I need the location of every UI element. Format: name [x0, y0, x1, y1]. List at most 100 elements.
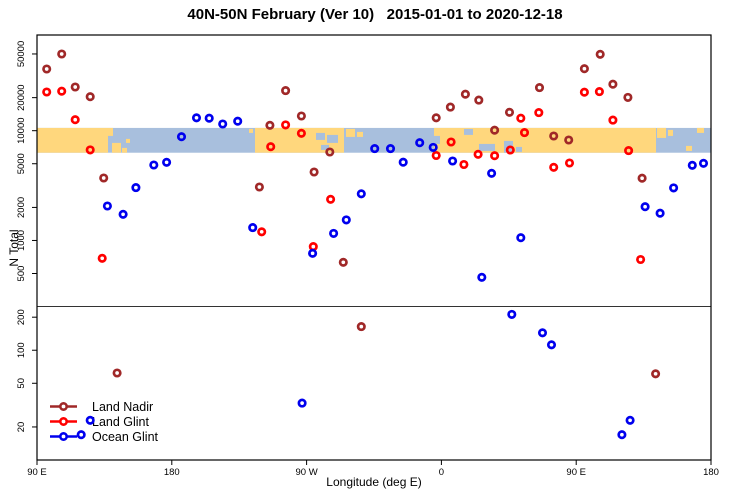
data-point-land-nadir: [70, 82, 80, 92]
map-band-land: [697, 127, 704, 133]
x-axis-label: Longitude (deg E): [326, 475, 422, 489]
data-point-ocean-glint: [698, 158, 709, 168]
data-point-ocean-glint: [448, 156, 458, 166]
data-point-land-nadir: [637, 173, 647, 183]
data-point-ocean-glint: [218, 119, 228, 129]
data-point-land-nadir: [651, 369, 661, 379]
map-band-land: [112, 142, 121, 153]
y-axis-label: N Total: [7, 229, 21, 267]
data-point-land-glint: [594, 87, 604, 97]
data-point-ocean-glint: [102, 201, 112, 211]
y-tick-label: 200: [16, 309, 27, 325]
chart-title: 40N-50N February (Ver 10) 2015-01-01 to …: [187, 6, 563, 23]
x-tick-label: 180: [703, 467, 719, 478]
data-point-land-nadir: [112, 368, 122, 378]
data-point-land-nadir: [595, 49, 605, 59]
data-point-ocean-glint: [85, 415, 95, 425]
data-point-land-glint: [516, 113, 526, 123]
data-point-land-nadir: [265, 120, 275, 130]
data-point-land-nadir: [85, 92, 95, 102]
data-point-ocean-glint: [191, 113, 202, 123]
data-point-land-glint: [579, 87, 589, 97]
map-band-lake: [316, 132, 325, 140]
data-point-ocean-glint: [507, 309, 517, 319]
data-point-land-glint: [564, 158, 575, 168]
data-point-land-nadir: [325, 147, 335, 157]
data-point-land-nadir: [309, 167, 319, 177]
y-tick-label: 20: [16, 422, 27, 433]
data-point-land-glint: [42, 87, 52, 97]
data-point-ocean-glint: [428, 142, 438, 152]
data-point-land-glint: [85, 145, 95, 155]
data-point-land-glint: [490, 151, 500, 161]
data-point-ocean-glint: [248, 223, 258, 233]
data-point-ocean-glint: [415, 138, 425, 148]
data-point-land-glint: [257, 227, 267, 237]
data-point-land-glint: [431, 150, 441, 161]
data-point-land-nadir: [42, 64, 52, 74]
data-point-ocean-glint: [617, 430, 627, 440]
data-point-land-glint: [636, 254, 646, 265]
map-band-land: [657, 127, 666, 138]
data-point-land-glint: [473, 149, 483, 159]
data-point-land-glint: [57, 86, 67, 96]
data-point-ocean-glint: [149, 160, 159, 170]
data-point-land-glint: [70, 115, 80, 125]
legend-point-sample: [58, 416, 68, 426]
data-point-land-glint: [519, 128, 530, 138]
data-point-land-glint: [534, 108, 544, 118]
map-band-land: [37, 127, 108, 153]
data-point-land-glint: [549, 162, 559, 172]
map-band-land: [126, 138, 130, 143]
x-tick-label: 90 E: [27, 467, 47, 478]
data-point-ocean-glint: [546, 340, 557, 350]
data-point-land-glint: [446, 137, 456, 147]
map-band-land: [357, 131, 363, 137]
y-tick-label: 100: [16, 342, 27, 358]
data-point-land-glint: [97, 253, 107, 263]
data-point-ocean-glint: [118, 209, 128, 219]
data-point-ocean-glint: [233, 116, 243, 126]
map-band-lake: [464, 128, 473, 135]
legend-label: Land Nadir: [92, 400, 153, 414]
data-point-ocean-glint: [537, 328, 548, 338]
data-point-ocean-glint: [477, 272, 487, 282]
map-band-lake: [434, 135, 440, 144]
data-point-land-glint: [266, 142, 276, 152]
x-tick-label: 0: [439, 467, 444, 478]
map-band-lake: [479, 143, 495, 151]
data-point-land-nadir: [296, 111, 306, 121]
data-point-ocean-glint: [329, 228, 339, 238]
y-tick-label: 20000: [16, 84, 27, 110]
data-point-ocean-glint: [131, 183, 141, 193]
data-point-land-nadir: [608, 79, 618, 89]
data-point-land-nadir: [445, 102, 455, 112]
data-point-ocean-glint: [162, 157, 172, 167]
x-tick-label: 180: [164, 467, 180, 478]
legend-point-sample: [58, 431, 68, 441]
legend-point-sample: [58, 401, 68, 411]
data-point-land-nadir: [460, 89, 470, 99]
data-point-ocean-glint: [669, 183, 679, 193]
data-point-land-glint: [608, 115, 618, 125]
data-point-ocean-glint: [385, 144, 396, 154]
data-point-land-nadir: [623, 92, 633, 102]
data-point-ocean-glint: [356, 189, 366, 199]
y-tick-label: 50: [16, 378, 27, 389]
y-tick-label: 10000: [16, 117, 27, 143]
data-point-ocean-glint: [398, 157, 408, 167]
data-point-land-glint: [326, 194, 336, 204]
data-point-land-nadir: [474, 95, 484, 105]
data-point-ocean-glint: [687, 160, 697, 170]
data-point-land-nadir: [99, 173, 109, 183]
data-point-land-nadir: [564, 135, 574, 145]
y-tick-label: 2000: [16, 197, 27, 218]
map-band-land: [108, 127, 113, 136]
map-band-land: [686, 145, 692, 151]
data-point-land-glint: [459, 159, 469, 170]
map-band-lake: [516, 146, 522, 152]
data-point-ocean-glint: [341, 215, 351, 225]
data-point-land-nadir: [281, 86, 291, 96]
data-point-land-nadir: [57, 49, 67, 59]
